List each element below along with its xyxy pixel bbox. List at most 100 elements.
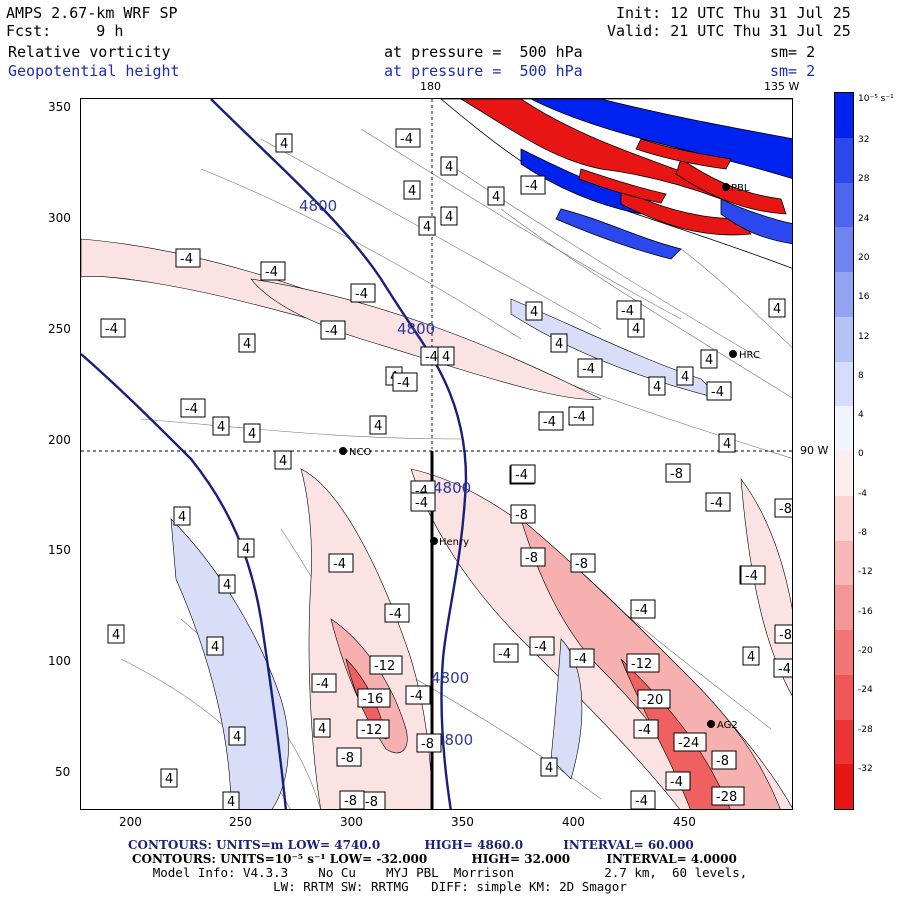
vorticity-label: -4	[397, 376, 410, 391]
field1-smoothing: sm= 2	[770, 43, 816, 61]
vorticity-label: 4	[423, 220, 431, 235]
vorticity-contour-info: CONTOURS: UNITS=10⁻⁵ s⁻¹ LOW= -32.000 HI…	[132, 852, 737, 866]
vorticity-label: -4	[638, 723, 651, 738]
vorticity-label-box	[538, 411, 564, 431]
vorticity-label-box	[369, 415, 387, 435]
vorticity-label: -4	[573, 410, 586, 425]
init-time: Init: 12 UTC Thu 31 Jul 25	[616, 4, 851, 22]
vorticity-label-box	[160, 768, 178, 788]
vorticity-label-box	[705, 492, 731, 512]
vorticity-label: -4	[410, 689, 423, 704]
intense-vorticity-cluster	[440, 99, 792, 269]
colorbar-segment	[835, 451, 853, 496]
vorticity-label: 4	[723, 437, 731, 452]
vorticity-label-box	[510, 504, 536, 524]
vorticity-label-box	[487, 186, 505, 206]
height-label: 4800	[397, 320, 435, 338]
vorticity-label: 4	[374, 419, 382, 434]
lon-label-180: 180	[420, 80, 441, 93]
vorticity-label-box	[648, 376, 666, 396]
vorticity-label-box	[313, 718, 331, 738]
colorbar-unit: 10⁻⁵ s⁻¹	[858, 94, 894, 104]
vorticity-label-box	[633, 719, 659, 739]
vorticity-label-box	[311, 673, 337, 693]
vorticity-label: 4	[227, 795, 235, 810]
vorticity-label-box	[107, 624, 125, 644]
vorticity-label-box	[403, 180, 421, 200]
colorbar-segment	[835, 272, 853, 317]
vorticity-label: -4	[415, 496, 428, 511]
colorbar-segment	[835, 495, 853, 541]
vorticity-label: 4	[445, 160, 453, 175]
colorbar-segment	[835, 585, 853, 630]
y-tick: 250	[48, 322, 71, 336]
colorbar-tick-label: 4	[858, 410, 864, 421]
vorticity-label: -4	[498, 647, 511, 662]
model-physics: LW: RRTM SW: RRTMG DIFF: simple KM: 2D S…	[273, 879, 627, 894]
lon-label-90w: 90 W	[800, 444, 829, 457]
vorticity-label: -12	[374, 659, 395, 674]
vorticity-label: -12	[631, 657, 652, 672]
vorticity-label-box	[768, 298, 786, 318]
field2-smoothing: sm= 2	[770, 62, 816, 80]
vorticity-label-box	[665, 463, 691, 483]
vorticity-label: 4	[747, 650, 755, 665]
vorticity-label-box	[384, 603, 410, 623]
vorticity-label: -4	[355, 287, 368, 302]
vorticity-label: -4	[389, 607, 402, 622]
colorbar-tick-label: -4	[858, 488, 867, 499]
vorticity-label-box	[222, 791, 240, 809]
vorticity-label-box	[711, 786, 745, 806]
vorticity-label: -8	[575, 557, 588, 572]
colorbar-segment	[835, 406, 853, 451]
colorbar-segment	[835, 674, 853, 720]
vorticity-label: 4	[530, 305, 538, 320]
height-contour-units: CONTOURS: UNITS=m LOW= 4740.0	[128, 838, 381, 852]
vorticity-label-box	[637, 689, 671, 709]
vorticity-label-box	[510, 464, 536, 484]
vorticity-label-box	[243, 423, 261, 443]
vorticity-label: -4	[543, 415, 556, 430]
forecast-hour: Fcst: 9 h	[6, 22, 124, 40]
vorticity-label: -4	[621, 304, 634, 319]
vorticity-label: -4	[185, 402, 198, 417]
vorticity-label: -4	[582, 362, 595, 377]
vorticity-label: 4	[223, 578, 231, 593]
vorticity-label-box	[339, 790, 365, 809]
vorticity-label-box	[774, 498, 792, 518]
vorticity-label-box	[520, 175, 546, 195]
vorticity-label-box	[418, 216, 436, 236]
vorticity-label-box	[328, 553, 354, 573]
height-labels: 4800 4800 4800 4800 4800	[299, 197, 473, 749]
vorticity-label: 4	[217, 420, 225, 435]
x-tick: 350	[451, 815, 474, 829]
vorticity-label: -4	[778, 662, 791, 677]
x-tick: 200	[119, 815, 142, 829]
vorticity-label-box	[718, 433, 736, 453]
vorticity-contour-interval: INTERVAL= 4.0000	[606, 852, 737, 866]
vorticity-label-box	[228, 726, 246, 746]
vorticity-label-box	[711, 750, 737, 770]
colorbar-segment	[835, 540, 853, 586]
colorbar-segment	[835, 316, 853, 362]
map-plot-area: 4800 4800 4800 4800 4800 NCO Henry HRC A…	[80, 98, 793, 810]
vorticity-label: -8	[341, 751, 354, 766]
x-tick: 300	[340, 815, 363, 829]
vorticity-label-box	[395, 128, 421, 148]
vorticity-label: -8	[515, 508, 528, 523]
vorticity-label-box	[218, 574, 236, 594]
vorticity-label: -8	[779, 628, 792, 643]
height-label: 4800	[433, 479, 471, 497]
vorticity-label-box	[742, 646, 760, 666]
vorticity-label: 4	[242, 542, 250, 557]
vorticity-label-box	[665, 771, 691, 791]
height-label: 4800	[431, 669, 469, 687]
vorticity-label-box	[100, 318, 126, 338]
colorbar-segment	[835, 630, 853, 675]
vorticity-label: 4	[445, 210, 453, 225]
vorticity-label: 4	[632, 322, 640, 337]
vorticity-label: 4	[442, 350, 450, 365]
vorticity-label-box	[540, 757, 558, 777]
vorticity-label-box	[525, 301, 543, 321]
vorticity-label: -24	[678, 736, 699, 751]
